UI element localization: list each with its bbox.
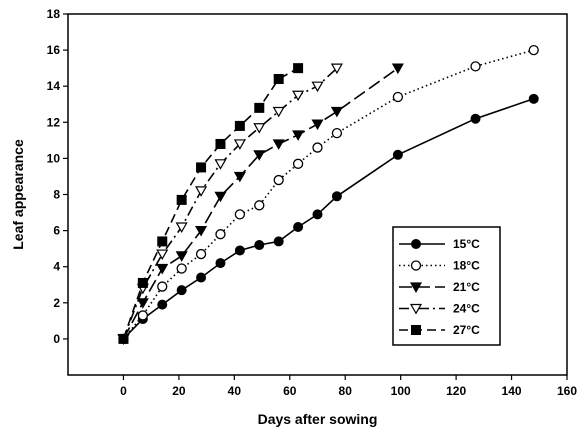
series-1-point-10 [312, 209, 323, 220]
series-1-point-12 [392, 149, 403, 160]
y-tick-label-10: 10 [47, 151, 61, 165]
x-tick-label-140: 140 [502, 384, 522, 398]
series-1-point-4 [196, 272, 207, 283]
series-2-line [122, 49, 534, 340]
series-5-point-7 [254, 102, 265, 113]
series-2-point-6 [234, 209, 246, 220]
series-2-point-10 [312, 142, 323, 153]
series-5-point-3 [176, 194, 187, 205]
series-3-point-9 [292, 130, 305, 141]
series-3-point-2 [156, 263, 169, 275]
series-4-point-7 [253, 123, 266, 134]
series-2-point-11 [331, 127, 343, 139]
series-5-point-4 [196, 162, 207, 173]
series-4-point-8 [272, 106, 285, 118]
series-4-legend-marker [409, 303, 423, 315]
series-5-legend-label: 27°C [453, 323, 480, 337]
series-2-point-1 [137, 310, 149, 321]
y-tick-label-4: 4 [53, 260, 60, 274]
x-tick-label-0: 0 [120, 384, 127, 398]
series-2-point-3 [176, 263, 187, 274]
series-2-point-9 [292, 158, 304, 169]
series-2-point-2 [157, 281, 168, 292]
x-tick-label-60: 60 [283, 384, 297, 398]
y-tick-label-12: 12 [47, 115, 61, 129]
series-3-point-4 [195, 226, 208, 237]
series-5-point-6 [234, 120, 245, 131]
y-tick-label-16: 16 [47, 43, 61, 57]
series-2-point-7 [254, 200, 265, 211]
series-2-point-12 [392, 91, 404, 103]
series-2-point-4 [195, 248, 207, 260]
series-1-point-11 [331, 191, 342, 202]
series-4-legend-label: 24°C [453, 302, 480, 316]
series-4-point-3 [175, 222, 188, 233]
series-4-line [122, 67, 338, 340]
series-5-point-8 [273, 73, 284, 84]
series-2-legend-marker [410, 260, 422, 271]
y-tick-label-14: 14 [47, 79, 61, 93]
x-tick-label-80: 80 [339, 384, 353, 398]
series-5-point-0 [118, 333, 129, 344]
series-1-legend-marker [411, 239, 421, 249]
series-2-point-5 [215, 229, 226, 240]
x-tick-label-40: 40 [228, 384, 242, 398]
series-3-point-1 [136, 298, 149, 309]
x-tick-label-160: 160 [557, 384, 577, 398]
series-2-point-8 [273, 174, 284, 186]
series-3-point-6 [233, 171, 246, 183]
series-5-point-2 [157, 236, 168, 247]
series-5-point-1 [137, 277, 148, 288]
series-3-legend-label: 21°C [453, 280, 480, 294]
series-1-point-14 [528, 93, 539, 104]
series-3-point-8 [272, 139, 285, 150]
series-1-point-7 [254, 240, 265, 251]
series-5-point-5 [215, 138, 226, 149]
series-4-point-10 [311, 81, 324, 93]
series-5-line [122, 67, 299, 340]
series-3-point-5 [214, 191, 227, 203]
y-tick-label-6: 6 [53, 224, 60, 238]
series-1-point-2 [157, 299, 168, 310]
series-4-point-9 [292, 90, 305, 102]
series-1-point-13 [470, 113, 481, 124]
series-3-point-11 [330, 106, 343, 118]
series-3-point-7 [253, 150, 266, 161]
y-tick-label-18: 18 [47, 7, 61, 21]
x-axis-label: Days after sowing [258, 411, 378, 427]
series-5-legend-marker [411, 325, 421, 335]
y-axis-label: Leaf appearance [10, 139, 26, 250]
series-2-legend-label: 18°C [453, 259, 480, 273]
series-4-point-5 [214, 159, 227, 170]
y-tick-label-0: 0 [53, 332, 60, 346]
series-1-point-9 [293, 221, 304, 232]
series-3-point-12 [391, 63, 404, 75]
x-tick-label-100: 100 [391, 384, 411, 398]
series-1-point-3 [176, 285, 187, 296]
y-tick-label-2: 2 [53, 296, 60, 310]
y-tick-label-8: 8 [53, 188, 60, 202]
series-3-point-3 [175, 251, 188, 262]
series-4-point-2 [156, 249, 169, 261]
series-4-point-4 [195, 186, 208, 197]
series-4-point-6 [233, 139, 246, 150]
series-5-point-9 [293, 63, 304, 74]
series-3-point-10 [311, 119, 324, 131]
series-1-point-5 [215, 258, 226, 269]
legend-box [392, 226, 501, 346]
series-1-point-6 [234, 245, 245, 256]
series-2-point-13 [470, 61, 481, 72]
series-1-point-8 [273, 236, 284, 247]
x-tick-label-120: 120 [446, 384, 466, 398]
series-2-point-14 [528, 44, 539, 56]
series-3-legend-marker [409, 282, 423, 293]
series-4-point-11 [330, 63, 343, 75]
series-1-legend-label: 15°C [453, 237, 480, 251]
x-tick-label-20: 20 [172, 384, 186, 398]
